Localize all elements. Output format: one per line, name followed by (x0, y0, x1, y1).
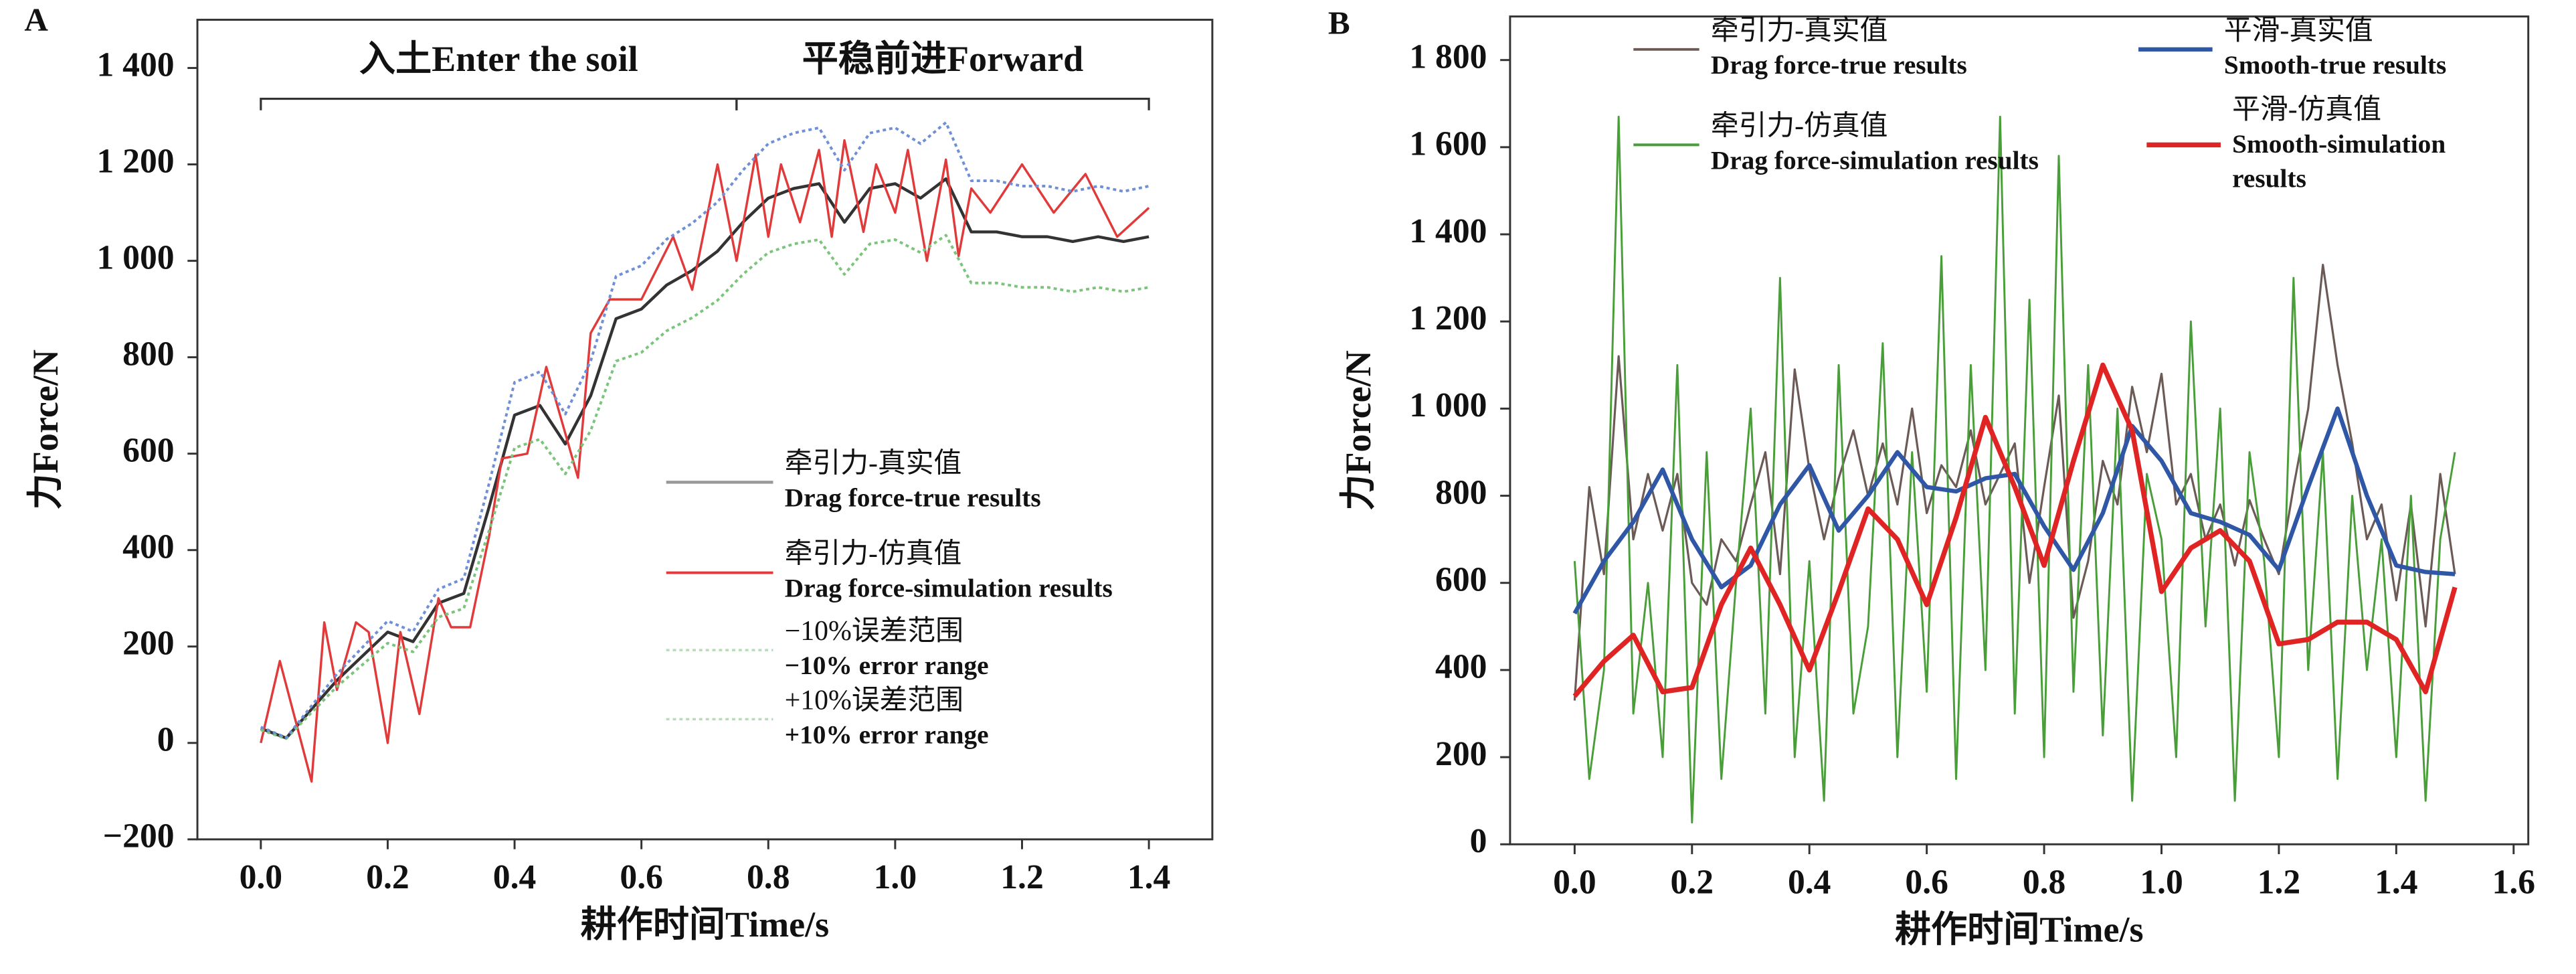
x-tick-label: 1.0 (874, 858, 917, 896)
annotation: 平稳前进Forward (802, 39, 1084, 79)
legend-label: Drag force-true results (1711, 50, 1967, 80)
y-tick-label: 800 (122, 335, 174, 374)
x-tick-label: 0.8 (2023, 864, 2066, 902)
legend-label: 牵引力-真实值 (785, 447, 962, 479)
x-tick-label: 0.6 (620, 858, 663, 896)
legend-label: +10%误差范围 (785, 685, 963, 716)
legend-label: Drag force-simulation results (1711, 145, 2039, 175)
y-tick-label: 600 (122, 432, 174, 470)
series-line (260, 177, 1149, 740)
y-tick-label: 400 (1435, 648, 1487, 686)
x-tick-label: 0.4 (1788, 864, 1831, 902)
y-tick-label: 200 (122, 625, 174, 663)
legend-label: 平滑-仿真值 (2232, 94, 2381, 125)
series-line (260, 120, 1149, 739)
annotation-bracket (260, 97, 738, 110)
legend-label: −10%误差范围 (785, 616, 963, 647)
y-axis-label: 力Force/N (25, 349, 66, 509)
y-tick-label: 600 (1435, 561, 1487, 599)
x-axis-label: 耕作时间Time/s (581, 904, 830, 945)
y-tick-label: 1 000 (1409, 386, 1487, 424)
legend-label: 平滑-真实值 (2224, 15, 2373, 46)
plot-frame (196, 19, 1214, 841)
legend-label: +10% error range (785, 720, 989, 749)
annotation-bracket (735, 97, 1150, 110)
series-line (1572, 362, 2458, 698)
y-tick-label: 0 (157, 721, 175, 759)
x-tick-label: 1.2 (2258, 864, 2301, 902)
series-line (1573, 264, 2456, 701)
panel-label: B (1328, 5, 1350, 42)
y-tick-label: 0 (1470, 822, 1487, 860)
x-tick-label: 1.0 (2140, 864, 2183, 902)
plot-frame (1509, 15, 2530, 845)
legend-label: results (2232, 163, 2306, 193)
y-tick-label: 1 000 (96, 238, 174, 276)
y-tick-label: 1 200 (1409, 299, 1487, 337)
legend-label: 牵引力-仿真值 (785, 539, 962, 570)
annotation: 入土Enter the soil (359, 39, 638, 79)
y-axis-label: 力Force/N (1338, 350, 1378, 510)
x-tick-label: 0.4 (493, 858, 537, 896)
y-tick-label: 800 (1435, 473, 1487, 511)
x-tick-label: 1.4 (1127, 858, 1171, 896)
legend-label: −10% error range (785, 651, 989, 680)
x-tick-label: 0.2 (1671, 864, 1714, 902)
x-tick-label: 0.2 (366, 858, 409, 896)
x-tick-label: 0.8 (747, 858, 790, 896)
legend-label: 牵引力-仿真值 (1711, 110, 1888, 141)
legend-label: Drag force-simulation results (785, 574, 1113, 603)
y-tick-label: −200 (103, 817, 175, 856)
y-tick-label: 1 200 (96, 142, 174, 180)
x-tick-label: 0.0 (1553, 864, 1596, 902)
legend-label: Smooth-true results (2224, 50, 2446, 80)
series-line (260, 139, 1150, 783)
legend-label: Drag force-true results (785, 483, 1041, 512)
panel-label: A (24, 1, 48, 38)
x-tick-label: 0.6 (1905, 864, 1948, 902)
legend-label: Smooth-simulation (2232, 129, 2446, 159)
y-tick-label: 1 400 (1409, 212, 1487, 250)
y-tick-label: 1 400 (96, 46, 174, 84)
y-tick-label: 200 (1435, 735, 1487, 773)
y-tick-label: 400 (122, 528, 174, 566)
x-tick-label: 1.2 (1000, 858, 1044, 896)
x-axis-label: 耕作时间Time/s (1895, 909, 2144, 949)
series-line (1573, 115, 2456, 824)
x-tick-label: 1.4 (2375, 864, 2418, 902)
series-line (1572, 406, 2456, 615)
x-tick-label: 1.6 (2492, 864, 2536, 902)
y-tick-label: 1 600 (1409, 125, 1487, 163)
x-tick-label: 0.0 (240, 858, 283, 896)
y-tick-label: 1 800 (1409, 38, 1487, 76)
legend-label: 牵引力-真实值 (1711, 15, 1888, 46)
